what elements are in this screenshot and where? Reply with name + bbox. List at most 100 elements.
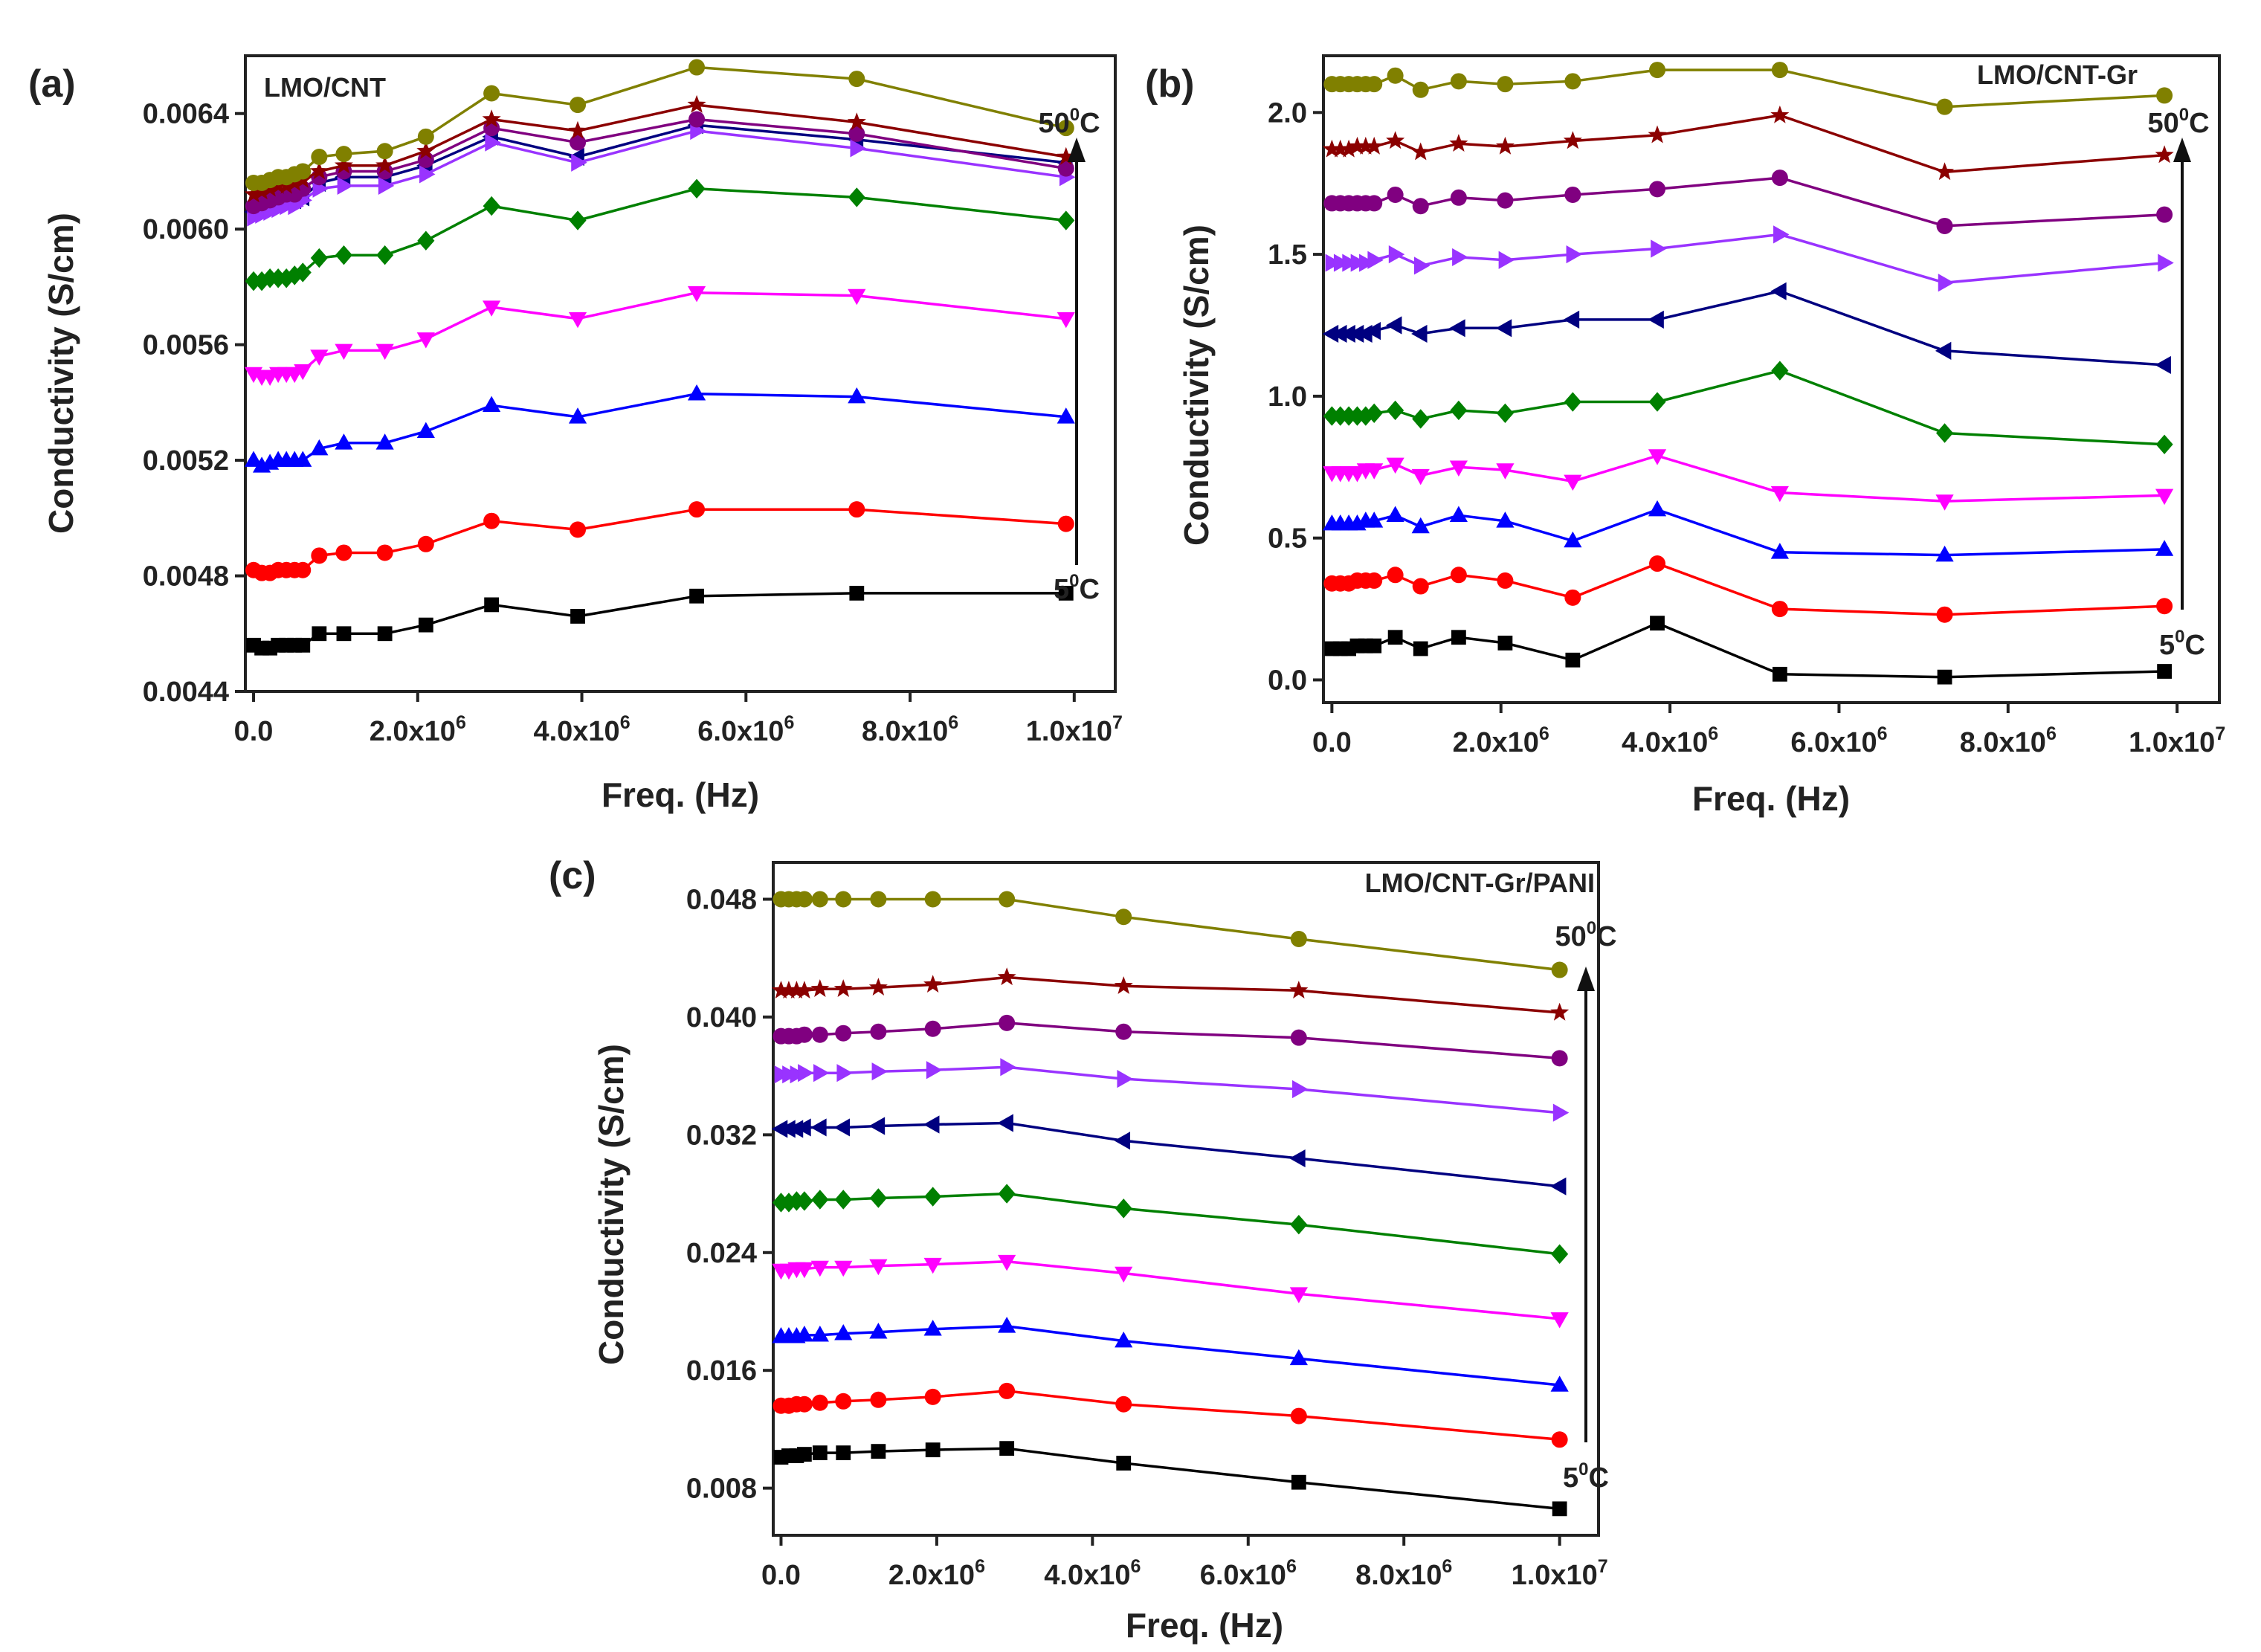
data-point	[1498, 251, 1515, 269]
data-point	[1385, 316, 1402, 335]
data-point	[375, 343, 394, 361]
data-point	[417, 230, 435, 251]
sample-label: LMO/CNT-Gr	[1977, 59, 2138, 90]
data-point	[1563, 310, 1580, 329]
data-point	[294, 163, 312, 180]
data-point	[568, 312, 587, 329]
data-point	[796, 891, 813, 908]
data-point	[568, 120, 587, 139]
x-ticks: 0.0 2.0x106 4.0x106 6.0x106 8.0x106 1.0x107	[234, 691, 1123, 747]
data-point	[1365, 403, 1383, 423]
data-point	[834, 1260, 853, 1277]
x-tick-label: 4.0x106	[533, 712, 630, 747]
data-point	[1339, 139, 1358, 158]
data-point	[483, 512, 500, 529]
data-point	[811, 1190, 829, 1210]
plot-frame	[772, 861, 1600, 1537]
data-point	[688, 178, 706, 199]
data-point	[1770, 543, 1789, 559]
data-point	[1386, 131, 1405, 149]
y-axis-title: Conductivity (S/cm)	[592, 1044, 630, 1365]
data-point	[1290, 1407, 1307, 1424]
data-point	[811, 1026, 828, 1043]
data-point	[485, 133, 501, 152]
data-point	[244, 184, 263, 203]
data-point	[1770, 485, 1789, 503]
series-line	[781, 1259, 1560, 1320]
y-tick-label: 0.0064	[143, 99, 229, 130]
data-point	[1387, 400, 1404, 421]
data-point	[1936, 606, 1953, 623]
y-tick-label: 0.5	[1268, 523, 1307, 555]
data-point	[1770, 282, 1787, 300]
data-point	[1497, 76, 1514, 93]
data-point	[1357, 406, 1375, 426]
data-point	[1549, 1177, 1567, 1196]
temperature-low-label: 50C	[1563, 1459, 1609, 1494]
data-point	[924, 1020, 941, 1037]
data-point	[2155, 145, 2174, 164]
x-tick-label: 6.0x106	[697, 712, 794, 747]
data-point	[1450, 73, 1467, 90]
series-layer	[244, 59, 1076, 656]
y-ticks: 0.0044 0.0048 0.0052 0.0056 0.0060 0.0064	[143, 99, 245, 708]
data-point	[1115, 1266, 1133, 1283]
data-point	[1364, 136, 1384, 155]
x-tick-label: 4.0x106	[1622, 723, 1718, 758]
y-tick-label: 2.0	[1268, 97, 1307, 129]
data-point	[1387, 186, 1404, 203]
x-tick-label: 0.0	[1312, 727, 1352, 758]
data-point	[1000, 1058, 1016, 1077]
y-tick-label: 0.0048	[143, 561, 229, 593]
data-point	[1550, 1375, 1569, 1392]
data-point	[378, 176, 395, 195]
data-point	[1289, 981, 1309, 998]
data-point	[1648, 310, 1664, 329]
data-point	[1364, 322, 1381, 341]
data-point	[1551, 1431, 1568, 1448]
data-point	[780, 1193, 798, 1213]
data-point	[796, 1191, 813, 1211]
series-line	[253, 291, 1066, 378]
y-tick-label: 0.048	[686, 885, 757, 916]
data-point	[2156, 598, 2173, 615]
data-point	[1497, 635, 1513, 651]
data-point	[570, 609, 585, 624]
data-point	[787, 1120, 804, 1138]
data-point	[813, 1064, 830, 1082]
data-point	[1367, 638, 1382, 654]
data-point	[2155, 488, 2174, 506]
series-line	[253, 117, 1067, 207]
data-point	[2155, 434, 2173, 454]
data-point	[1366, 76, 1383, 93]
series-line	[781, 1447, 1560, 1511]
data-point	[334, 155, 353, 174]
y-tick-label: 1.5	[1268, 239, 1307, 271]
x-tick-label: 0.0	[234, 716, 274, 747]
data-point	[999, 891, 1016, 908]
data-point	[1412, 81, 1429, 98]
data-point	[850, 139, 866, 158]
temperature-arrow-head	[1577, 967, 1595, 991]
data-point	[1771, 62, 1788, 79]
data-point	[1367, 251, 1384, 269]
data-point	[1413, 256, 1431, 275]
data-point	[1333, 254, 1350, 272]
data-point	[779, 981, 799, 998]
data-point	[1331, 139, 1350, 158]
data-point	[1115, 1023, 1132, 1040]
data-point	[1325, 254, 1342, 272]
data-point	[812, 1445, 828, 1461]
data-point	[294, 451, 312, 467]
x-tick-label: 2.0x106	[370, 712, 466, 747]
data-point	[2155, 540, 2174, 556]
data-point	[376, 544, 393, 561]
data-point	[1552, 1501, 1567, 1517]
data-point	[568, 407, 587, 424]
y-tick-label: 0.0044	[143, 677, 229, 708]
data-point	[1935, 545, 1954, 562]
data-point	[309, 161, 329, 180]
data-point	[1057, 120, 1074, 137]
data-point	[1115, 909, 1132, 926]
data-point	[1450, 400, 1468, 421]
